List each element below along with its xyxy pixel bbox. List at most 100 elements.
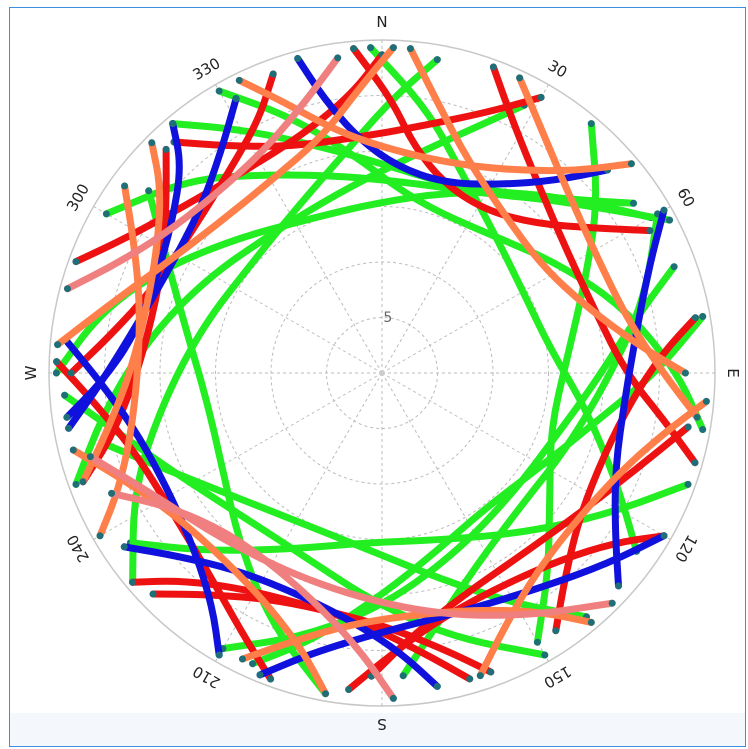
track-end-marker bbox=[256, 671, 264, 679]
track-green bbox=[98, 439, 590, 621]
track-end-marker bbox=[145, 187, 153, 195]
track-end-marker bbox=[699, 313, 707, 320]
track-end-marker bbox=[322, 690, 329, 698]
track-orange bbox=[476, 397, 710, 680]
track-end-marker bbox=[235, 76, 243, 84]
track-end-marker bbox=[69, 446, 77, 454]
east-label: E bbox=[724, 368, 742, 377]
track-end-marker bbox=[162, 145, 170, 153]
track-end-marker bbox=[627, 160, 635, 168]
track-end-marker bbox=[345, 686, 353, 693]
track-end-marker bbox=[702, 397, 710, 405]
track-end-marker bbox=[691, 314, 699, 322]
track-end-marker bbox=[399, 672, 407, 680]
track-end-marker bbox=[684, 480, 692, 488]
track-end-marker bbox=[389, 44, 397, 52]
track-end-marker bbox=[102, 210, 110, 218]
track-end-marker bbox=[516, 74, 524, 82]
track-end-marker bbox=[67, 369, 75, 377]
track-end-marker bbox=[487, 668, 495, 676]
track-end-marker bbox=[552, 627, 560, 635]
track-end-marker bbox=[65, 424, 73, 432]
track-salmon bbox=[64, 54, 342, 293]
track-end-marker bbox=[666, 216, 673, 224]
track-orange bbox=[235, 76, 635, 175]
track-orange bbox=[79, 139, 164, 486]
track-end-marker bbox=[489, 63, 497, 71]
track-orange bbox=[406, 45, 689, 377]
track-red bbox=[552, 314, 699, 635]
track-end-marker bbox=[691, 459, 699, 467]
track-end-marker bbox=[215, 651, 223, 659]
track-end-marker bbox=[239, 655, 246, 663]
track-orange bbox=[516, 74, 701, 421]
track-end-marker bbox=[541, 651, 549, 659]
track-end-marker bbox=[350, 45, 358, 53]
track-green bbox=[219, 263, 678, 653]
track-end-marker bbox=[630, 199, 637, 207]
track-orange bbox=[54, 44, 397, 349]
track-end-marker bbox=[389, 694, 397, 702]
track-red bbox=[129, 577, 474, 683]
track-end-marker bbox=[120, 543, 128, 551]
track-end-marker bbox=[476, 672, 484, 680]
track-end-marker bbox=[684, 423, 692, 431]
track-blue bbox=[120, 543, 441, 690]
track-end-marker bbox=[52, 369, 60, 377]
north-label: N bbox=[376, 13, 387, 31]
track-blue bbox=[294, 55, 611, 188]
track-end-marker bbox=[79, 478, 87, 486]
track-end-marker bbox=[267, 675, 275, 683]
elevation-ring bbox=[215, 206, 549, 540]
track-end-marker bbox=[533, 638, 541, 646]
azimuth-tick-30: 30 bbox=[545, 56, 571, 81]
track-end-marker bbox=[215, 87, 223, 95]
track-end-marker bbox=[86, 453, 94, 461]
track-end-marker bbox=[660, 532, 668, 540]
track-end-marker bbox=[269, 70, 277, 78]
azimuth-tick-120: 120 bbox=[671, 532, 701, 566]
track-end-marker bbox=[72, 258, 80, 266]
track-end-marker bbox=[699, 426, 707, 433]
azimuth-spoke bbox=[215, 372, 383, 662]
track-blue bbox=[611, 206, 668, 590]
track-end-marker bbox=[108, 489, 116, 497]
track-end-marker bbox=[121, 182, 129, 190]
track-end-marker bbox=[646, 227, 654, 235]
track-end-marker bbox=[294, 55, 302, 62]
track-end-marker bbox=[54, 341, 62, 349]
track-end-marker bbox=[681, 369, 689, 377]
skyplot-chart: N E S W 30 60 120 150 210 240 300 330 5 bbox=[22, 13, 742, 733]
track-end-marker bbox=[433, 682, 441, 690]
azimuth-tick-240: 240 bbox=[63, 532, 93, 566]
track-end-marker bbox=[249, 660, 257, 668]
track-blue bbox=[65, 95, 240, 432]
track-end-marker bbox=[615, 582, 622, 590]
south-label: S bbox=[377, 715, 387, 733]
west-label: W bbox=[22, 365, 40, 380]
track-red bbox=[170, 93, 545, 150]
azimuth-spoke bbox=[93, 372, 383, 540]
track-end-marker bbox=[64, 285, 71, 293]
track-orange bbox=[96, 182, 143, 540]
bottom-band bbox=[10, 713, 745, 746]
track-end-marker bbox=[660, 206, 668, 214]
track-end-marker bbox=[334, 54, 342, 62]
track-salmon bbox=[108, 489, 397, 702]
track-orange bbox=[69, 446, 329, 698]
azimuth-spoke bbox=[93, 206, 383, 374]
track-end-marker bbox=[53, 358, 61, 366]
azimuth-tick-150: 150 bbox=[541, 662, 575, 692]
azimuth-tick-210: 210 bbox=[190, 662, 224, 692]
track-end-marker bbox=[61, 391, 69, 399]
track-end-marker bbox=[149, 590, 157, 598]
azimuth-tick-300: 300 bbox=[63, 181, 93, 215]
track-green bbox=[367, 44, 641, 555]
track-end-marker bbox=[169, 120, 177, 128]
azimuth-spoke bbox=[381, 206, 671, 374]
track-end-marker bbox=[608, 599, 616, 607]
track-end-marker bbox=[433, 56, 441, 64]
track-end-marker bbox=[587, 120, 595, 128]
track-end-marker bbox=[587, 618, 595, 626]
elevation-tick-label: 5 bbox=[383, 310, 392, 326]
